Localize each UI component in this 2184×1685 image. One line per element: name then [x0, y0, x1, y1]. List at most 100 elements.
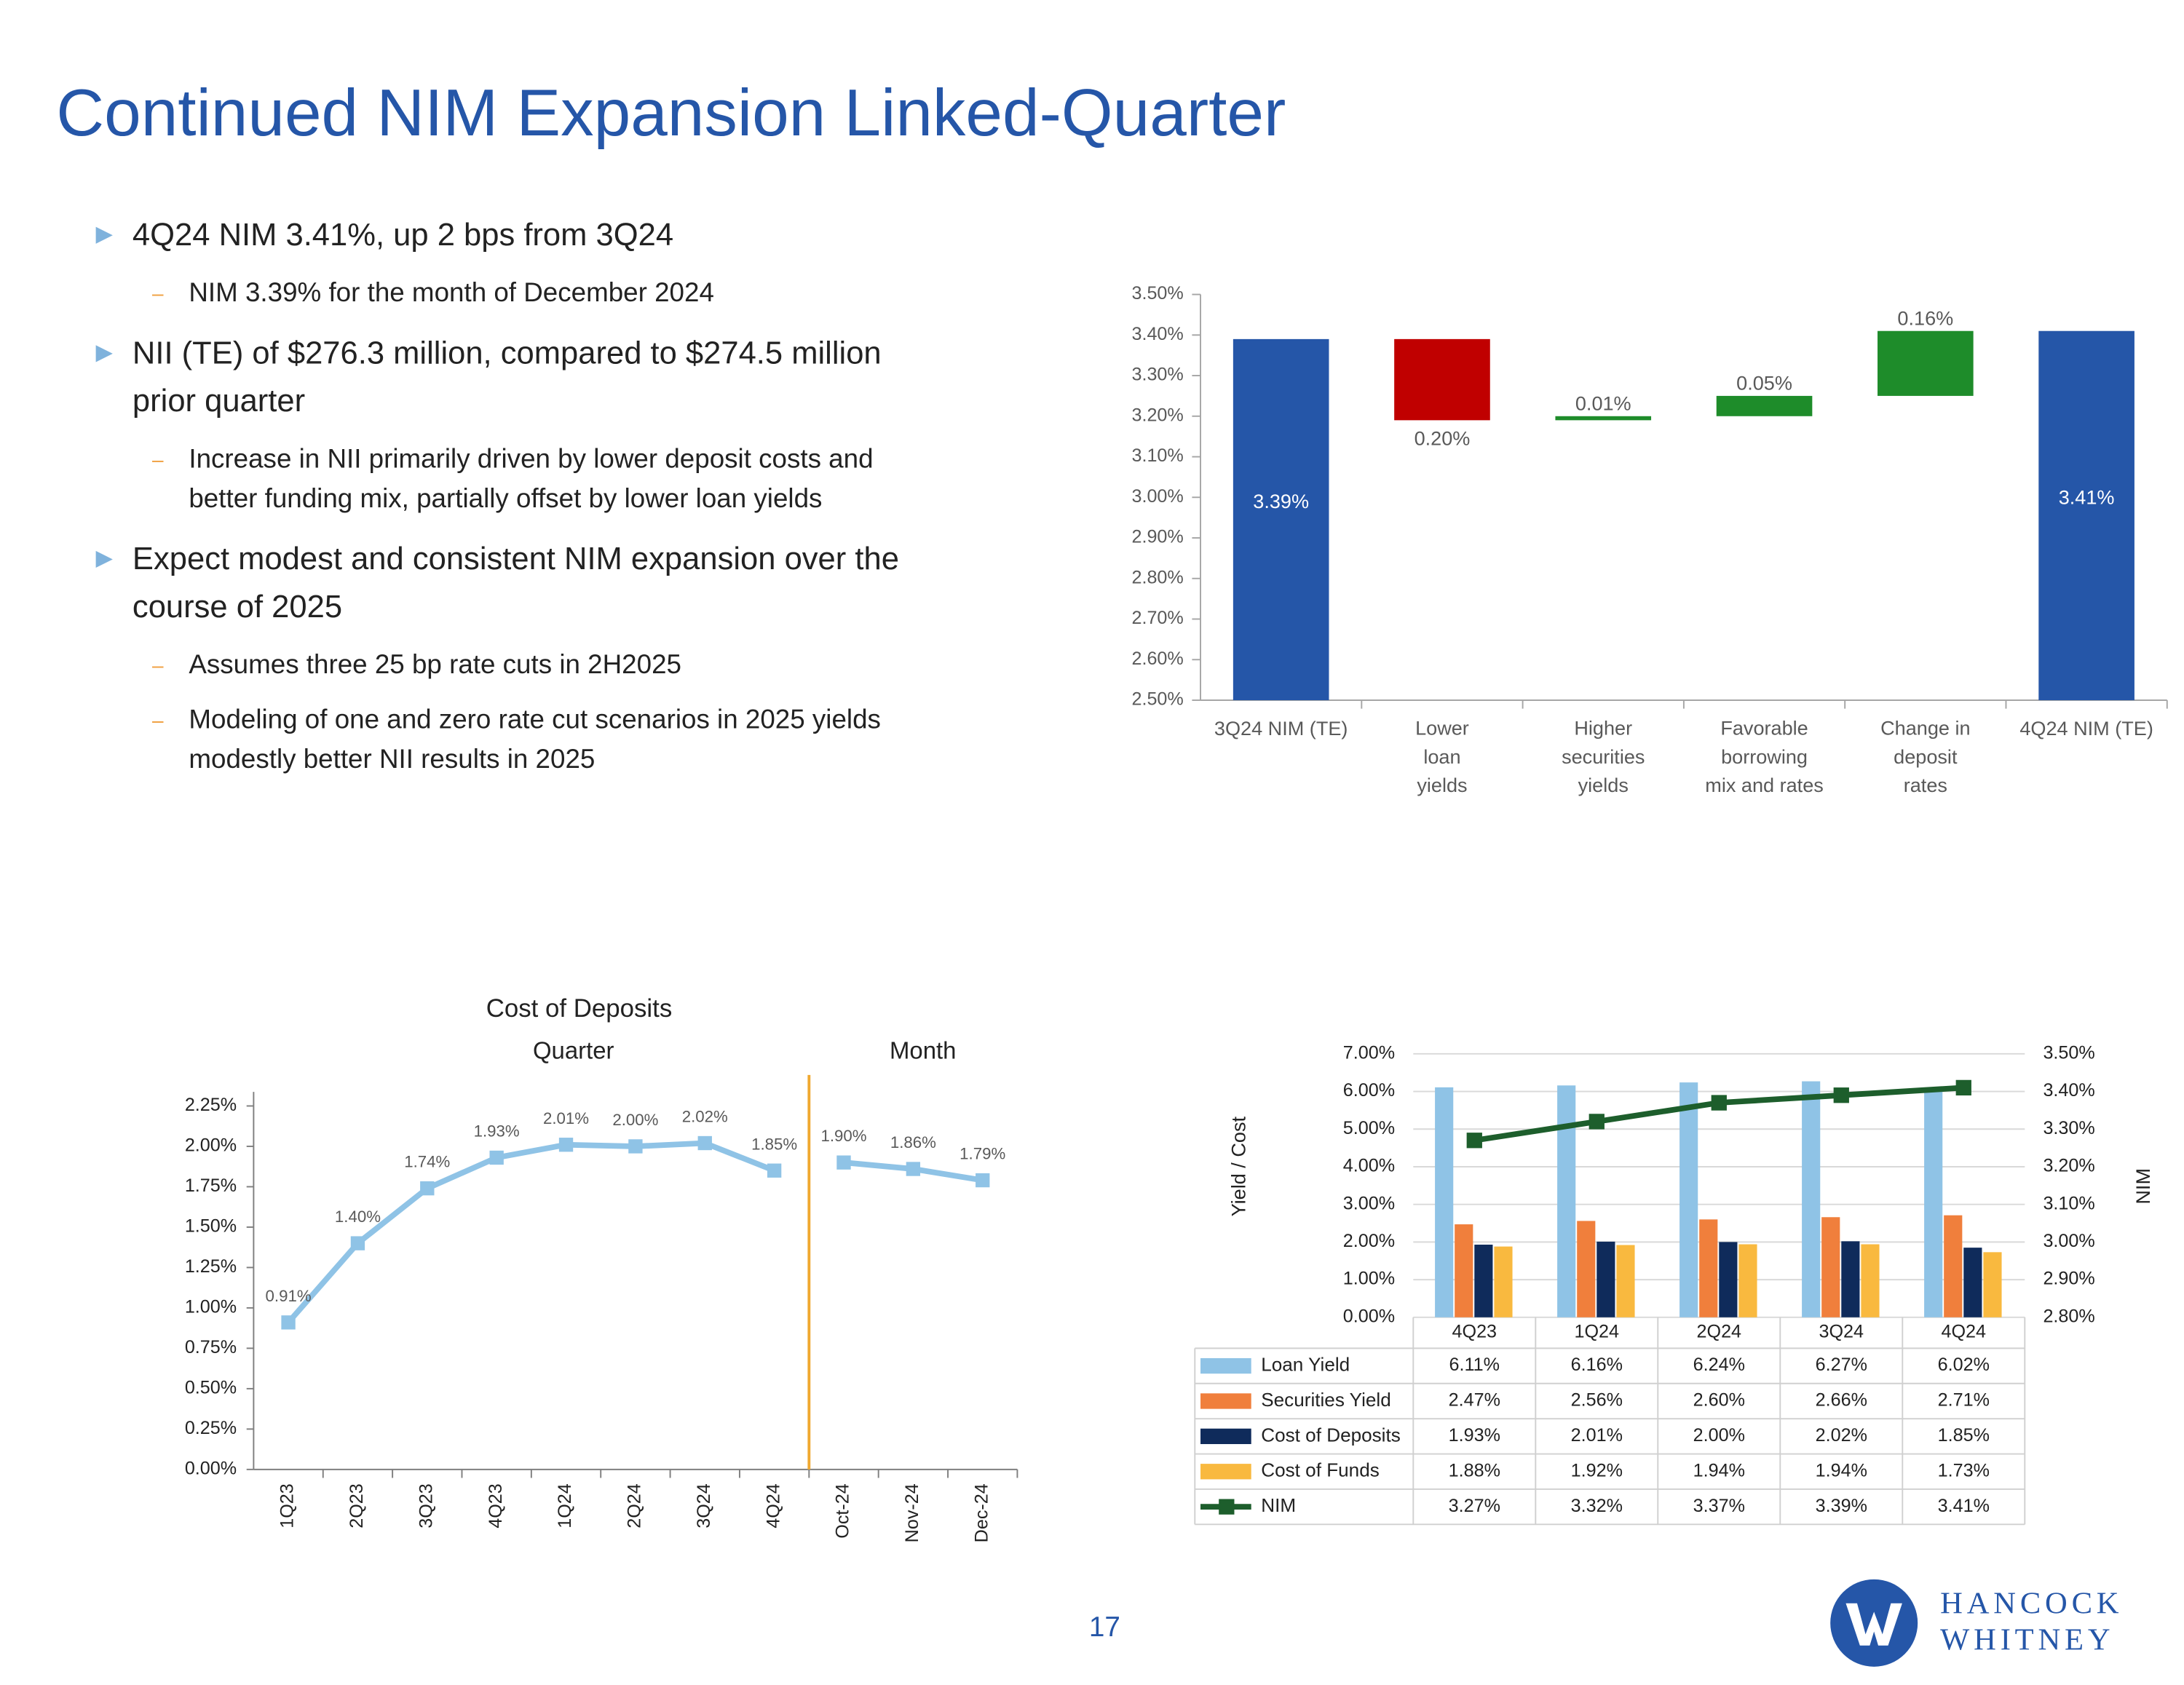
- x-tick-label: 2Q24: [625, 1483, 645, 1529]
- bar: [1455, 1224, 1473, 1317]
- data-label: 1.93%: [474, 1122, 520, 1141]
- data-label: 3.41%: [2059, 485, 2115, 508]
- text-line: deposit: [1894, 745, 1958, 768]
- table-cell: 3.32%: [1571, 1496, 1623, 1516]
- bar: [1738, 1244, 1757, 1317]
- y-tick-label: 1.50%: [185, 1216, 237, 1237]
- table-cell: 2.00%: [1693, 1425, 1745, 1446]
- table-cell: 6.16%: [1571, 1355, 1623, 1375]
- y2-tick-label: 2.90%: [2043, 1269, 2094, 1289]
- text-line: yields: [1417, 774, 1467, 796]
- bar: [1699, 1219, 1718, 1317]
- bullet: NII (TE) of $276.3 million, compared to …: [95, 330, 1071, 426]
- bar: [1821, 1217, 1840, 1317]
- x-tick-label: Oct-24: [833, 1483, 853, 1539]
- data-label: 1.40%: [335, 1208, 381, 1226]
- text-line: loan: [1423, 745, 1460, 768]
- legend-swatch: [1200, 1464, 1251, 1480]
- text-line: borrowing: [1721, 745, 1808, 768]
- y-tick-label: 3.20%: [1131, 405, 1183, 425]
- slide-title: Continued NIM Expansion Linked-Quarter: [56, 74, 1286, 150]
- bar: [1597, 1241, 1615, 1317]
- data-label: 3.39%: [1253, 490, 1309, 512]
- y-tick-label: 1.00%: [1343, 1269, 1395, 1289]
- data-label: 1.86%: [890, 1133, 936, 1151]
- data-label: 1.74%: [404, 1153, 450, 1171]
- marker: [906, 1162, 921, 1176]
- y2-tick-label: 3.50%: [2043, 1042, 2094, 1063]
- line: [286, 1140, 776, 1325]
- table-cell: 2.47%: [1449, 1390, 1500, 1411]
- group-label: Month: [890, 1037, 956, 1064]
- table-cell: 6.24%: [1693, 1355, 1745, 1375]
- x-tick-label: 1Q24: [555, 1483, 575, 1529]
- sub-bullet: NIM 3.39% for the month of December 2024: [152, 274, 1071, 314]
- y-tick-label: 2.90%: [1131, 527, 1183, 547]
- y-axis-title: Yield / Cost: [1227, 1116, 1249, 1216]
- text-line: Favorable: [1720, 717, 1808, 740]
- legend-swatch: [1200, 1428, 1251, 1445]
- bar: [1944, 1215, 1963, 1317]
- data-label: 0.91%: [266, 1287, 312, 1305]
- bar: [1679, 1082, 1698, 1317]
- legend-swatch: [1200, 1357, 1251, 1374]
- table-cell: 1.92%: [1571, 1460, 1623, 1480]
- y2-tick-label: 2.80%: [2043, 1306, 2094, 1326]
- marker: [281, 1315, 296, 1330]
- bar: [1474, 1245, 1493, 1317]
- x-tick-label: 3Q24: [694, 1483, 714, 1529]
- marker: [628, 1139, 643, 1154]
- marker: [767, 1163, 782, 1178]
- x-tick-label: Dec-24: [971, 1483, 992, 1542]
- table-cell: 2.71%: [1938, 1390, 1990, 1411]
- table-cell: 2.66%: [1816, 1390, 1867, 1411]
- bullet-list: 4Q24 NIM 3.41%, up 2 bps from 3Q24 NIM 3.…: [0, 211, 1071, 780]
- marker: [420, 1181, 435, 1196]
- data-label: 1.79%: [960, 1145, 1005, 1163]
- y-tick-label: 1.00%: [185, 1297, 237, 1317]
- legend-label: Securities Yield: [1261, 1389, 1391, 1411]
- bar: [2038, 330, 2134, 701]
- y-tick-label: 0.50%: [185, 1378, 237, 1398]
- y-tick-label: 3.50%: [1131, 283, 1183, 304]
- table-cell: 2.60%: [1693, 1390, 1745, 1411]
- logo-text: HANCOCK: [1940, 1586, 2123, 1620]
- y2-axis-title: NIM: [2132, 1168, 2154, 1205]
- table-cell: 3.27%: [1449, 1496, 1500, 1516]
- x-tick-label: 3Q24: [1819, 1322, 1864, 1342]
- table-cell: 1.94%: [1693, 1460, 1745, 1480]
- marker: [697, 1135, 712, 1151]
- x-tick-label: Favorable borrowing mix and rates: [1705, 717, 1824, 797]
- data-label: 0.16%: [1897, 306, 1953, 329]
- bar: [1233, 338, 1329, 701]
- bar: [1716, 395, 1813, 416]
- y-tick-label: 6.00%: [1343, 1080, 1395, 1101]
- sub-bullet: Increase in NII primarily driven by lowe…: [152, 441, 1071, 520]
- table-cell: 6.02%: [1938, 1355, 1990, 1375]
- y-tick-label: 0.00%: [185, 1458, 237, 1478]
- bar: [1963, 1248, 1982, 1317]
- marker: [350, 1236, 365, 1250]
- y-tick-label: 3.10%: [1131, 445, 1183, 466]
- legend-label: Cost of Funds: [1261, 1459, 1380, 1481]
- x-tick-label: 4Q24 NIM (TE): [2019, 717, 2153, 740]
- text-line: Change in: [1880, 717, 1970, 740]
- x-tick-label: Nov-24: [902, 1483, 922, 1542]
- x-tick-label: 4Q24: [763, 1483, 783, 1529]
- y2-tick-label: 3.10%: [2043, 1193, 2094, 1213]
- table-cell: 3.41%: [1938, 1496, 1990, 1516]
- data-label: 2.01%: [543, 1109, 589, 1127]
- data-label: 1.90%: [820, 1127, 866, 1145]
- x-tick-label: 3Q23: [416, 1483, 436, 1529]
- marker: [1466, 1133, 1482, 1149]
- x-tick-label: 3Q24 NIM (TE): [1214, 717, 1348, 740]
- bullet: 4Q24 NIM 3.41%, up 2 bps from 3Q24: [95, 211, 1071, 259]
- logo-text: WHITNEY: [1940, 1623, 2114, 1657]
- x-tick-label: Higher securities yields: [1562, 717, 1645, 797]
- bar: [1983, 1252, 2002, 1317]
- data-label: 0.05%: [1736, 372, 1792, 395]
- y-tick-label: 3.00%: [1131, 486, 1183, 507]
- x-tick-label: 2Q24: [1697, 1322, 1742, 1342]
